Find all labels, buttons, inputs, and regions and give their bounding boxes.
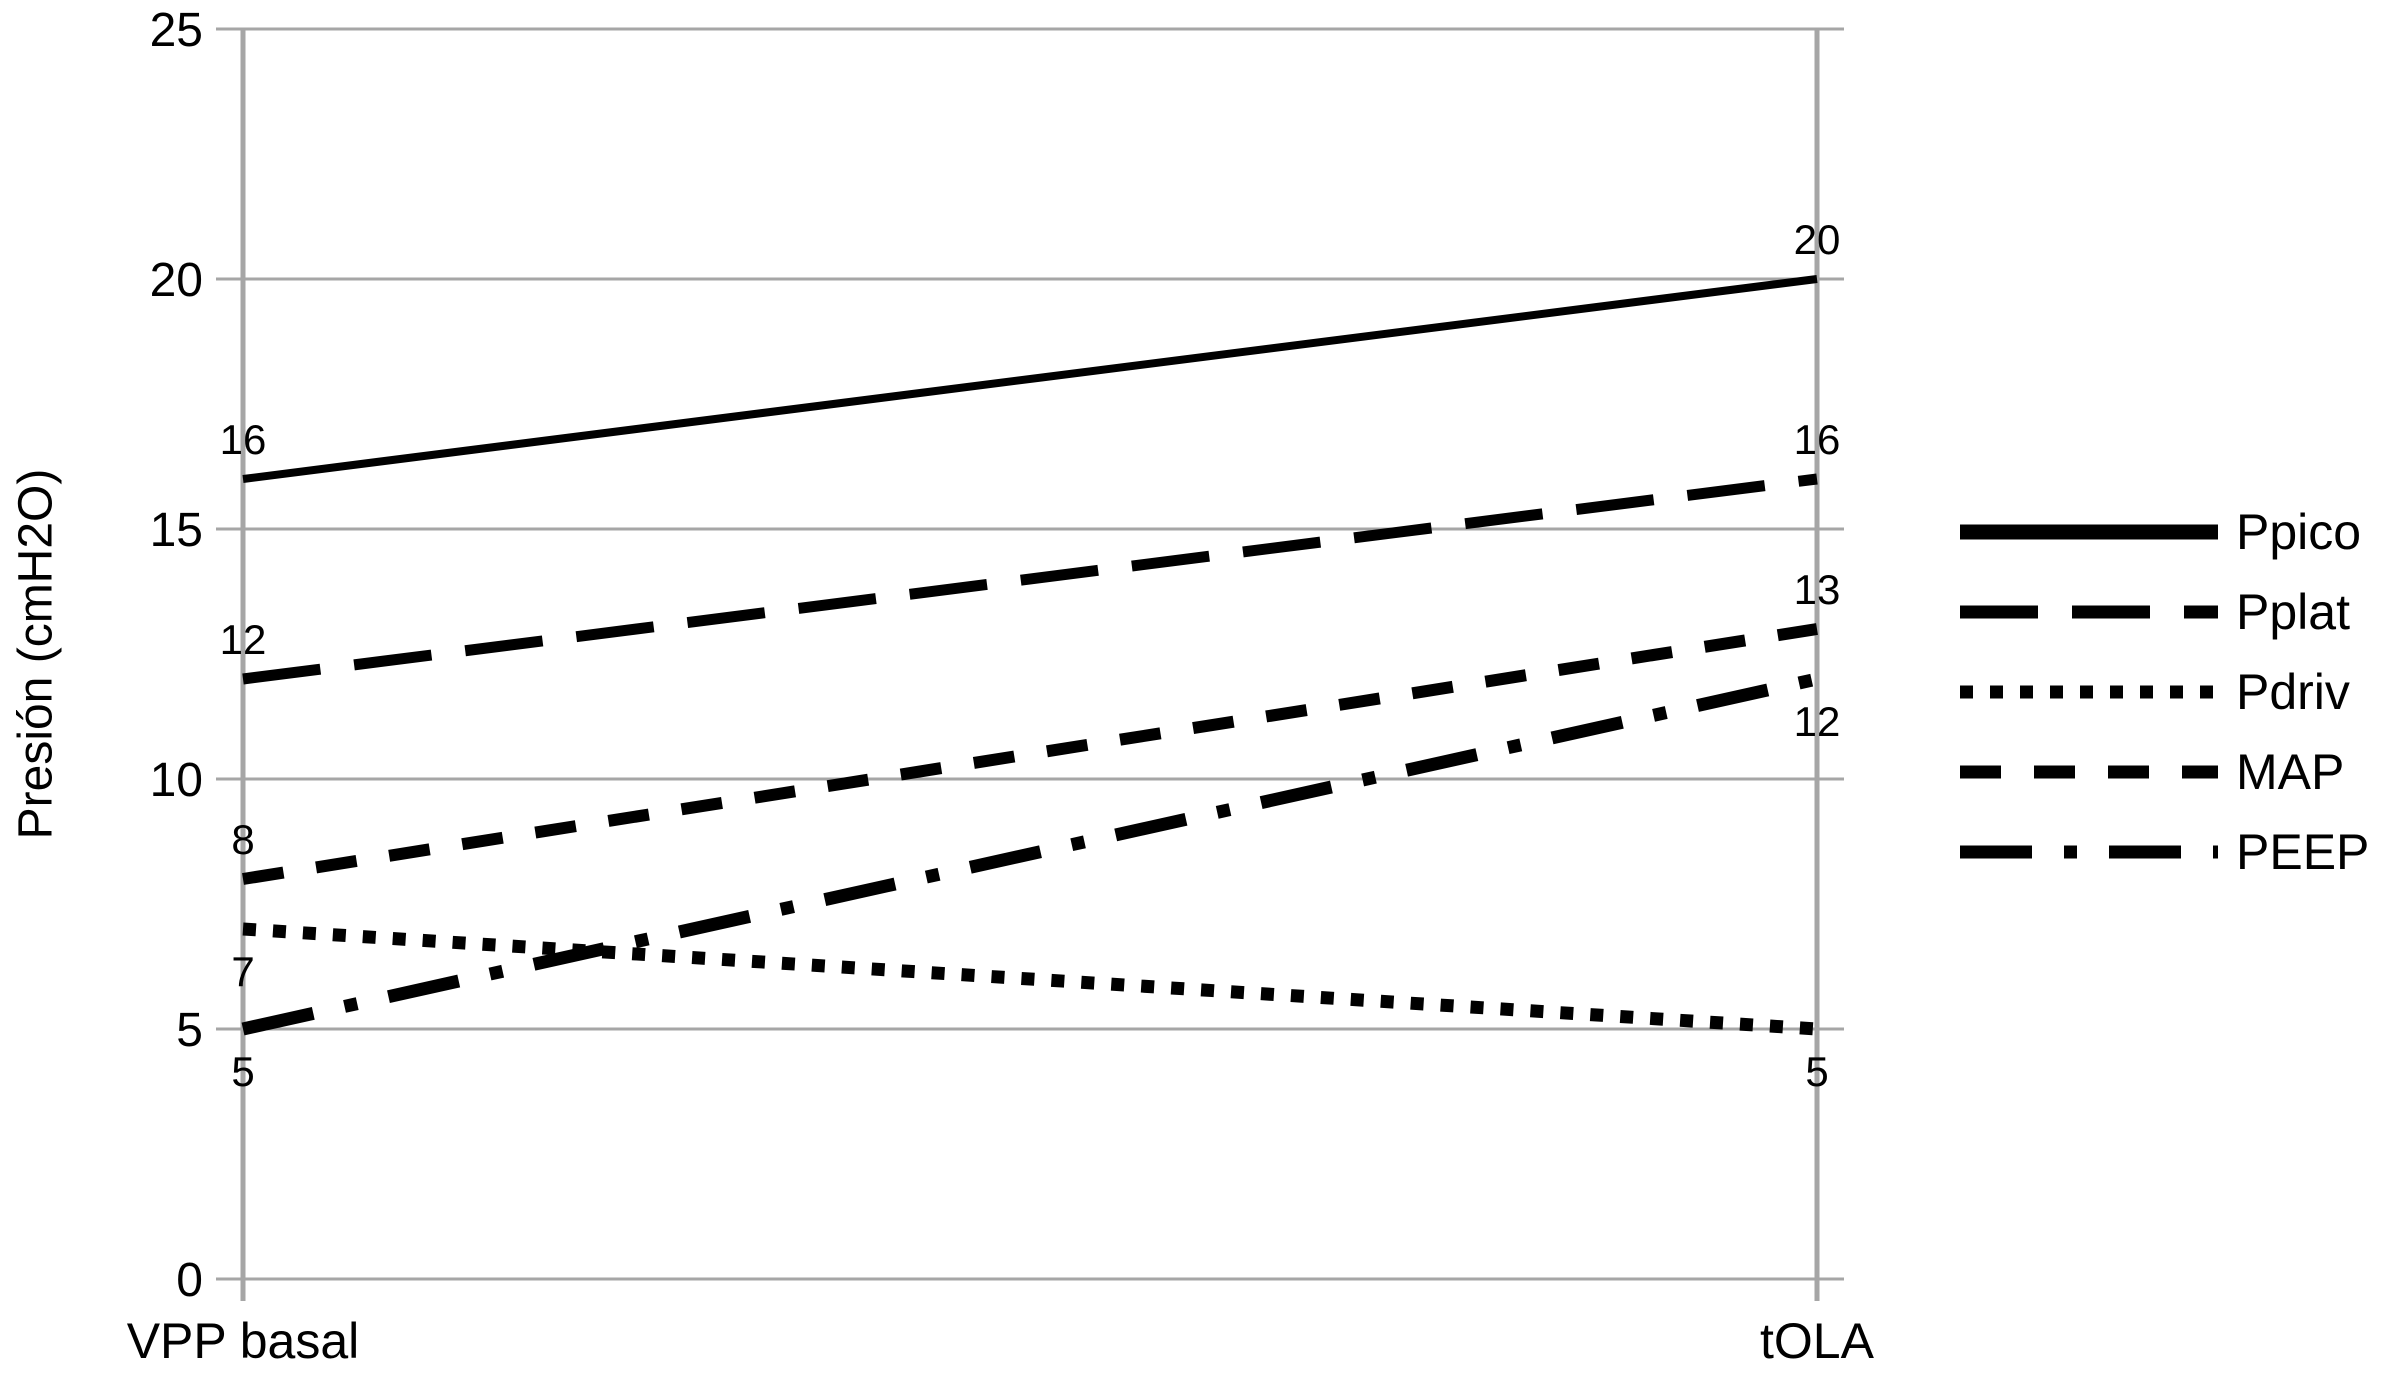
legend-item-map: MAP xyxy=(1958,732,2369,812)
data-label-map-right: 13 xyxy=(1794,566,1841,613)
data-label-pplat-right: 16 xyxy=(1794,416,1841,463)
series-line-ppico xyxy=(242,275,1818,483)
x-category-tola: tOLA xyxy=(1760,1313,1874,1369)
data-label-pdriv-left: 7 xyxy=(231,948,254,995)
data-label-pdriv-right: 5 xyxy=(1805,1048,1828,1095)
legend-label-pdriv: Pdriv xyxy=(2236,664,2350,720)
y-tick-label: 0 xyxy=(176,1254,203,1307)
y-tick-label: 15 xyxy=(150,504,203,557)
legend-line-sample-long-dash xyxy=(1960,605,2218,619)
legend-label-ppico: Ppico xyxy=(2236,504,2362,560)
legend-item-pplat: Pplat xyxy=(1958,572,2369,652)
data-label-pplat-left: 12 xyxy=(220,616,267,663)
y-tick-label: 25 xyxy=(150,4,203,57)
data-label-map-left: 8 xyxy=(231,816,254,863)
y-tick-label: 5 xyxy=(176,1004,203,1057)
y-tick-label: 20 xyxy=(150,254,203,307)
legend-label-peep: PEEP xyxy=(2236,824,2370,880)
legend-item-pdriv: Pdriv xyxy=(1958,652,2369,732)
series-line-map xyxy=(242,623,1818,885)
data-label-ppico-left: 16 xyxy=(220,416,267,463)
legend-line-sample-solid xyxy=(1960,524,2218,540)
legend-line-sample-dash-dot xyxy=(1960,845,2218,859)
legend: Ppico Pplat Pdriv MAP PEEP xyxy=(1958,492,2369,892)
y-axis-title: Presión (cmH2O) xyxy=(9,468,63,840)
legend-line-sample-dash xyxy=(1960,765,2218,779)
legend-label-pplat: Pplat xyxy=(2236,584,2350,640)
data-label-peep-right: 12 xyxy=(1794,698,1841,745)
y-tick-label: 10 xyxy=(150,754,203,807)
legend-line-sample-dotted xyxy=(1960,685,2218,699)
series-line-peep xyxy=(241,672,1819,1036)
legend-label-map: MAP xyxy=(2236,744,2345,800)
x-category-vpp-basal: VPP basal xyxy=(126,1313,360,1369)
legend-item-peep: PEEP xyxy=(1958,812,2369,892)
data-label-ppico-right: 20 xyxy=(1794,216,1841,263)
data-label-peep-left: 5 xyxy=(231,1048,254,1095)
legend-item-ppico: Ppico xyxy=(1958,492,2369,572)
series-line-pdriv xyxy=(242,922,1818,1036)
series-line-pplat xyxy=(242,473,1818,685)
